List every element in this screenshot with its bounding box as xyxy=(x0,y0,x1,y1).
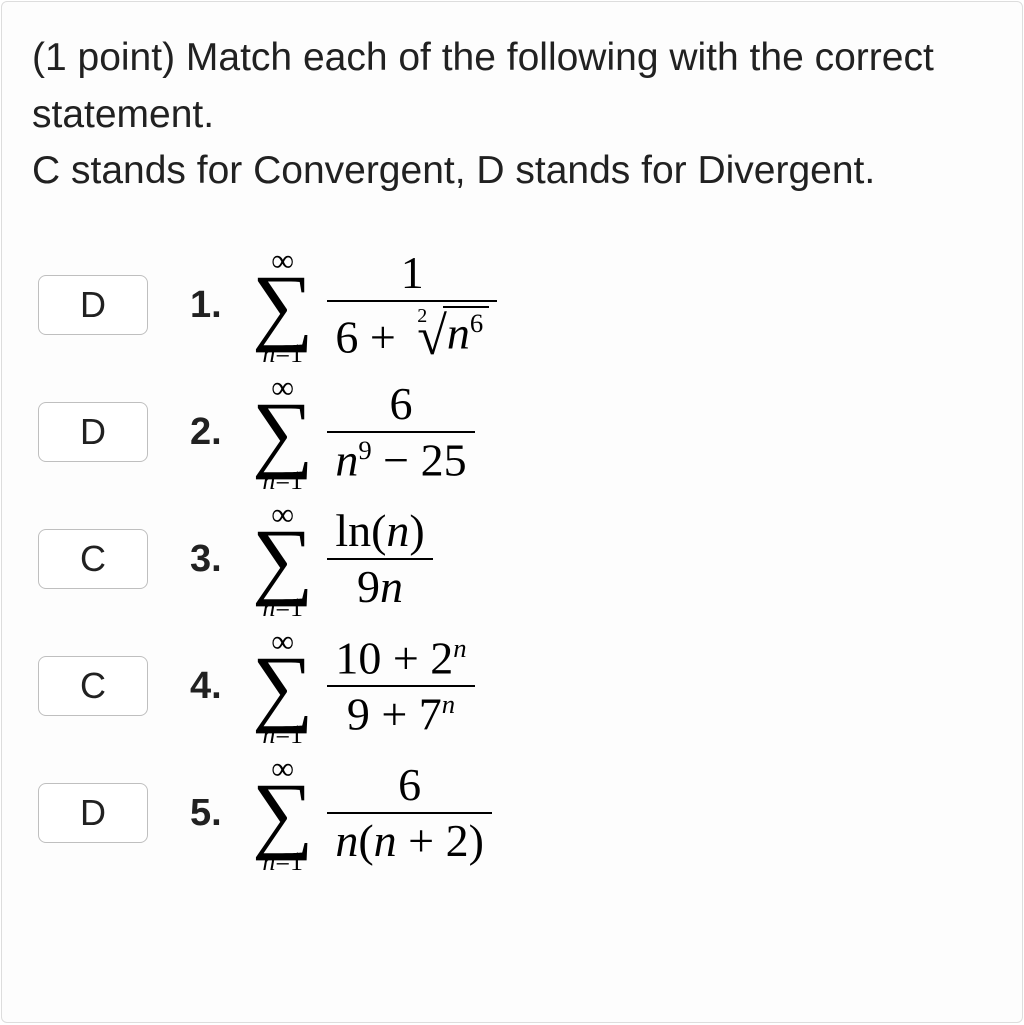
item-number: 3. xyxy=(190,538,234,581)
fraction: 10 + 2n 9 + 7n xyxy=(327,631,474,742)
items-list: 1. ∞ ∑ n=1 1 6 + 2√n6 2. xyxy=(32,244,992,875)
item-number: 5. xyxy=(190,792,234,835)
item-row: 4. ∞ ∑ n=1 10 + 2n 9 + 7n xyxy=(38,625,992,748)
formula-1: ∞ ∑ n=1 1 6 + 2√n6 xyxy=(252,244,497,367)
answer-input-5[interactable] xyxy=(38,783,148,843)
answer-input-1[interactable] xyxy=(38,275,148,335)
sigma-icon: ∞ ∑ n=1 xyxy=(252,752,313,875)
answer-input-4[interactable] xyxy=(38,656,148,716)
formula-3: ∞ ∑ n=1 ln(n) 9n xyxy=(252,498,433,621)
item-number: 1. xyxy=(190,284,234,327)
item-row: 1. ∞ ∑ n=1 1 6 + 2√n6 xyxy=(38,244,992,367)
formula-2: ∞ ∑ n=1 6 n9 − 25 xyxy=(252,371,475,494)
formula-4: ∞ ∑ n=1 10 + 2n 9 + 7n xyxy=(252,625,475,748)
item-row: 3. ∞ ∑ n=1 ln(n) 9n xyxy=(38,498,992,621)
item-number: 2. xyxy=(190,411,234,454)
prompt-line-2: C stands for Convergent, D stands for Di… xyxy=(32,149,875,192)
question-prompt: (1 point) Match each of the following wi… xyxy=(32,30,992,200)
root-icon: 2√n6 xyxy=(407,306,489,356)
item-number: 4. xyxy=(190,665,234,708)
formula-5: ∞ ∑ n=1 6 n(n + 2) xyxy=(252,752,492,875)
fraction: ln(n) 9n xyxy=(327,504,432,614)
sigma-icon: ∞ ∑ n=1 xyxy=(252,498,313,621)
fraction: 6 n9 − 25 xyxy=(327,377,474,487)
question-card: (1 point) Match each of the following wi… xyxy=(1,1,1023,1023)
fraction: 6 n(n + 2) xyxy=(327,758,492,868)
answer-input-2[interactable] xyxy=(38,402,148,462)
item-row: 2. ∞ ∑ n=1 6 n9 − 25 xyxy=(38,371,992,494)
sigma-icon: ∞ ∑ n=1 xyxy=(252,371,313,494)
item-row: 5. ∞ ∑ n=1 6 n(n + 2) xyxy=(38,752,992,875)
fraction: 1 6 + 2√n6 xyxy=(327,246,497,364)
prompt-line-1: (1 point) Match each of the following wi… xyxy=(32,36,934,136)
answer-input-3[interactable] xyxy=(38,529,148,589)
sigma-icon: ∞ ∑ n=1 xyxy=(252,244,313,367)
sigma-icon: ∞ ∑ n=1 xyxy=(252,625,313,748)
